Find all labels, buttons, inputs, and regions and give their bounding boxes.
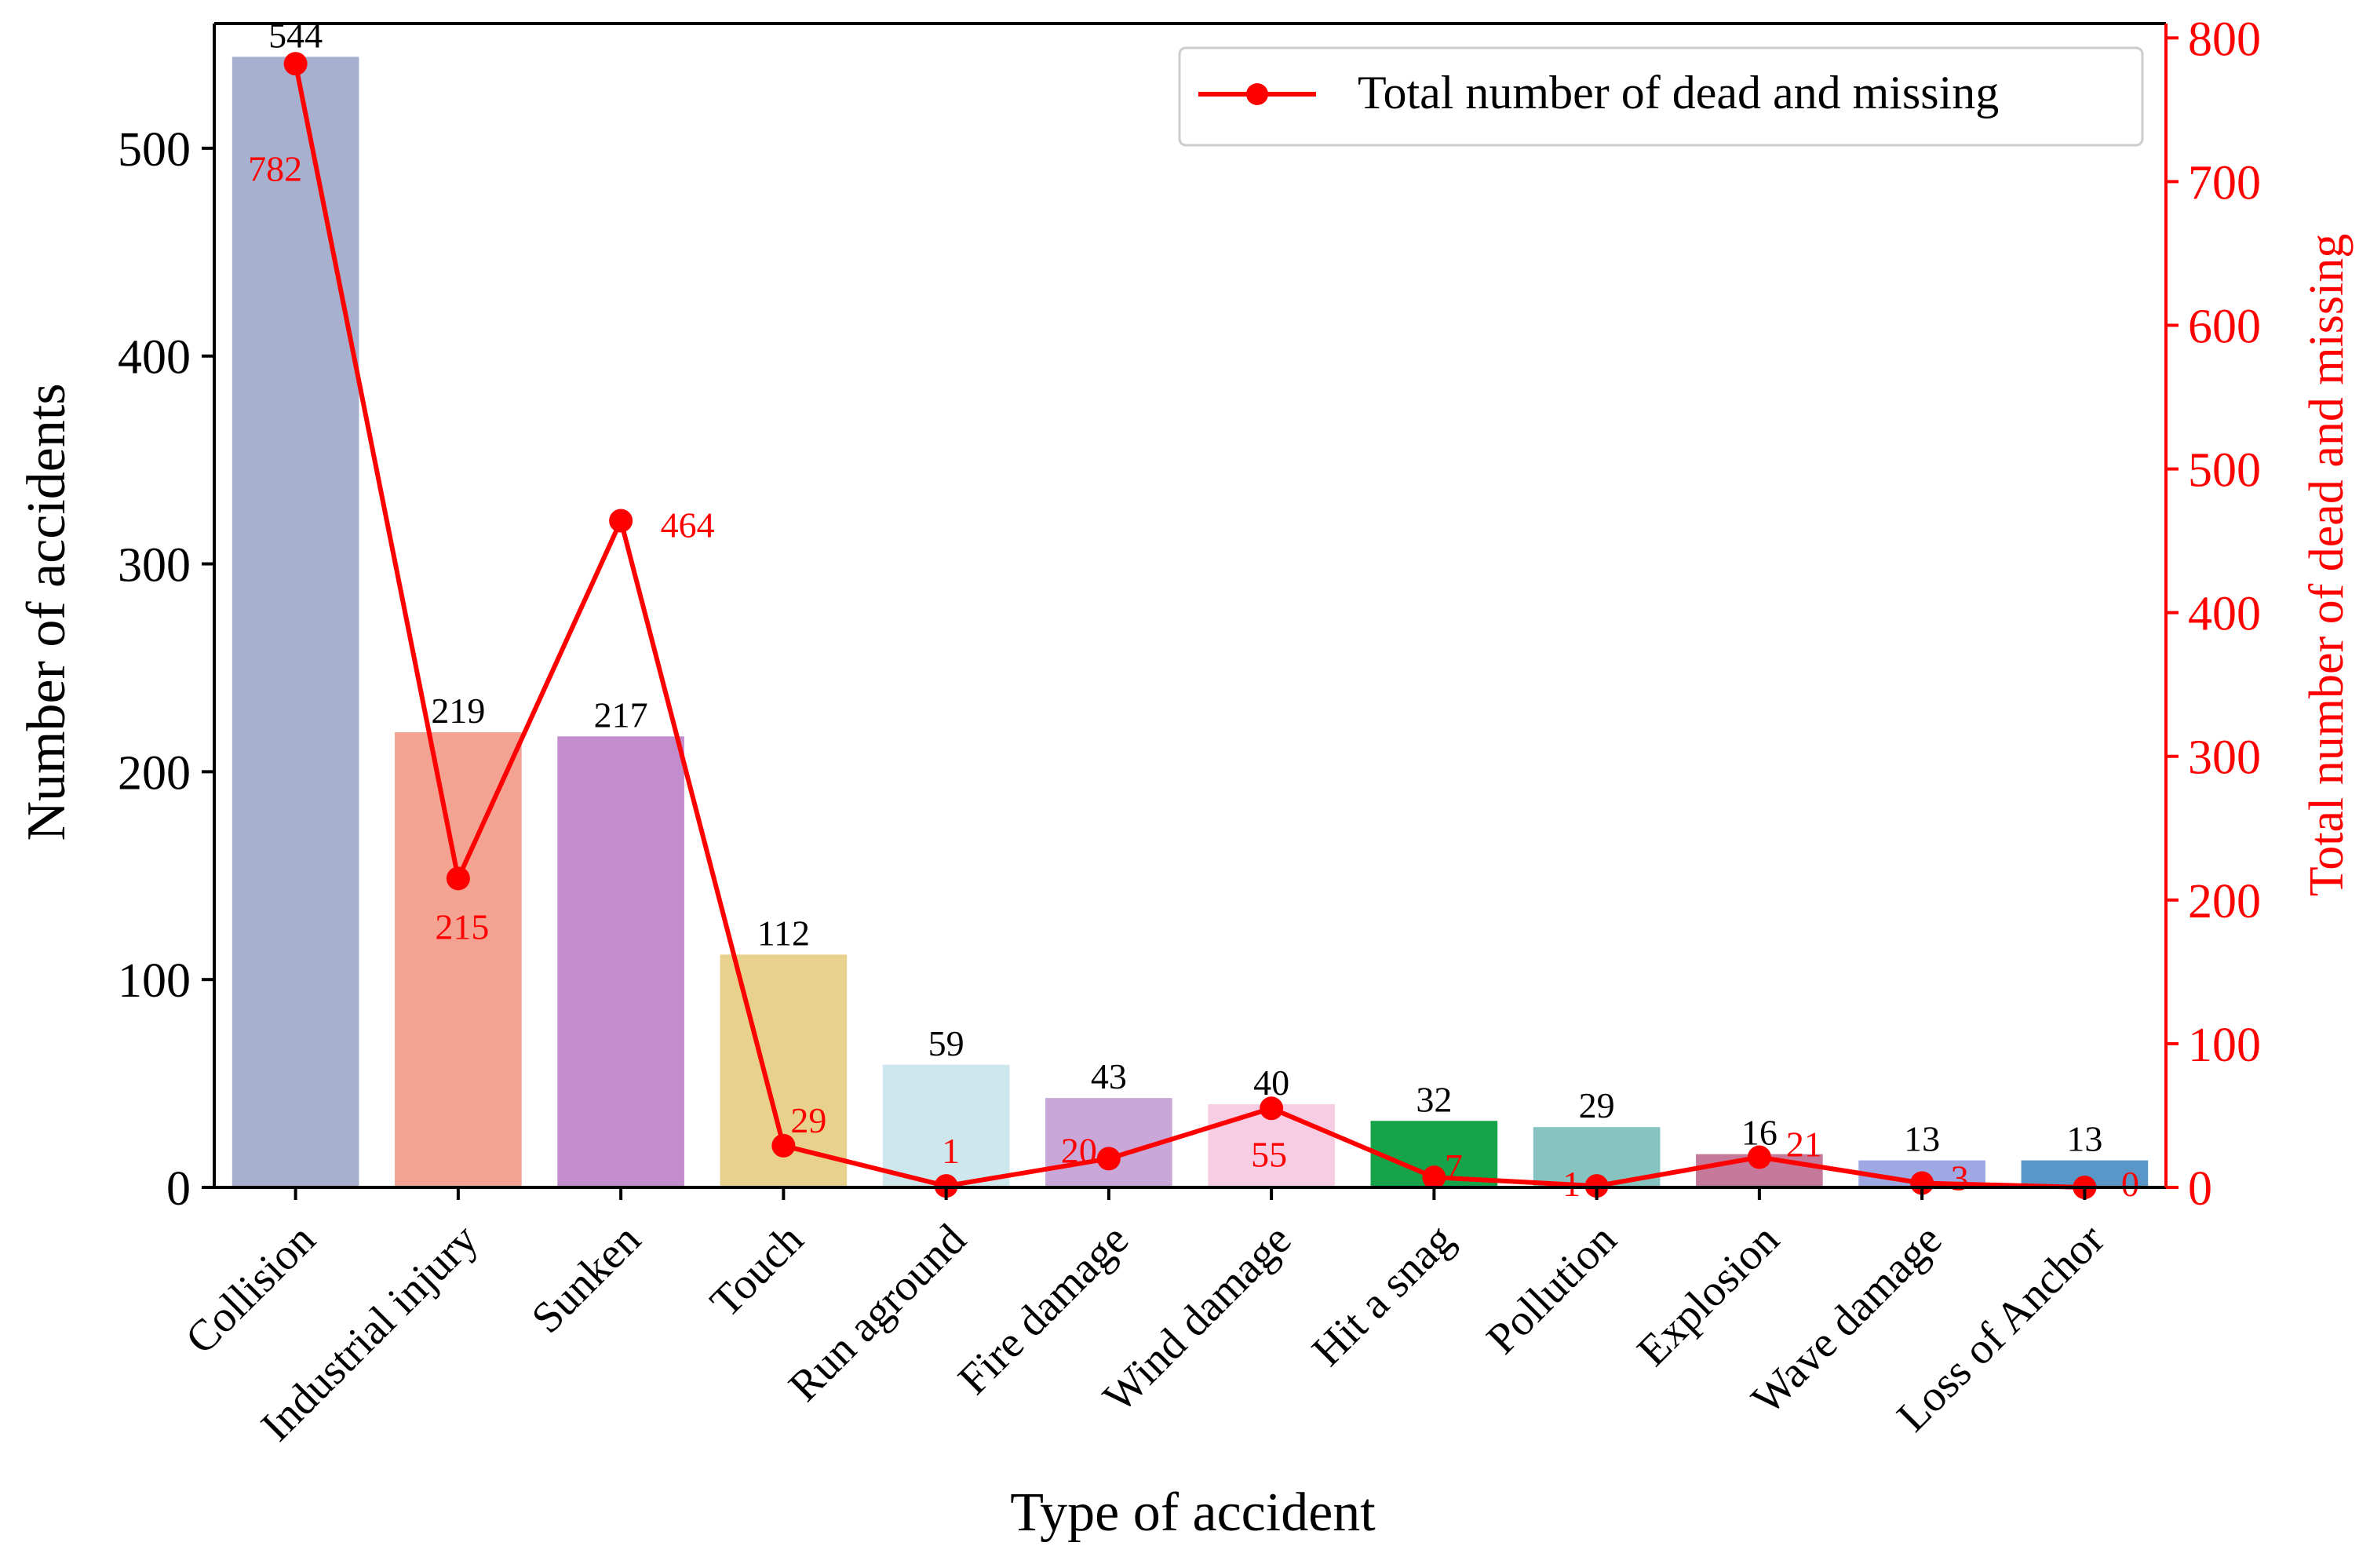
x-tick-label: Pollution [1478, 1215, 1626, 1363]
line-marker [1260, 1096, 1284, 1121]
line-value-label: 21 [1786, 1125, 1822, 1165]
y-tick-label: 400 [118, 331, 191, 385]
line-marker [283, 52, 308, 76]
bar-value-label: 112 [757, 913, 810, 953]
y2-tick-label: 200 [2188, 875, 2261, 928]
bar-value-label: 219 [431, 691, 485, 731]
bar-value-label: 217 [594, 695, 648, 735]
legend-marker [1246, 83, 1268, 105]
bar-value-label: 43 [1091, 1056, 1127, 1096]
y-tick-label: 300 [118, 539, 191, 593]
line-value-label: 7 [1445, 1147, 1463, 1187]
line-marker [1747, 1145, 1771, 1169]
y2-tick-label: 100 [2188, 1019, 2261, 1072]
line-marker [609, 509, 633, 533]
axes: 0100200300400500010020030040050060070080… [118, 13, 2261, 1450]
x-tick-label: Run aground [779, 1215, 975, 1411]
line-series [283, 52, 2097, 1199]
bar [557, 736, 684, 1187]
dead-missing-line [293, 63, 2085, 1190]
line-value-labels: 782 215 464 29 1 20 55 7 1 21 3 0 [248, 148, 2139, 1204]
y-tick-label: 500 [118, 123, 191, 177]
legend-label: Total number of dead and missing [1358, 67, 1999, 119]
line-marker [446, 866, 470, 891]
x-tick-label: Touch [701, 1215, 812, 1326]
y2-tick-label: 400 [2188, 588, 2261, 641]
bar [395, 732, 522, 1187]
line-marker [1096, 1147, 1121, 1171]
y2-axis-title: Total number of dead and missing [2300, 234, 2354, 897]
y-axis-title: Number of accidents [16, 383, 77, 841]
bar-value-label: 59 [928, 1023, 964, 1063]
bar [882, 1064, 1010, 1187]
line-value-label: 1 [1562, 1164, 1581, 1204]
bar-value-label: 32 [1416, 1079, 1452, 1119]
line-value-label: 3 [1951, 1158, 1969, 1198]
bar-value-label: 29 [1579, 1085, 1615, 1125]
line-value-label: 464 [661, 505, 715, 545]
bar-series [232, 57, 2149, 1187]
legend: Total number of dead and missing [1178, 46, 2144, 147]
bar [1045, 1098, 1172, 1187]
y-tick-label: 0 [166, 1162, 191, 1216]
bar-value-label: 13 [2066, 1119, 2102, 1159]
x-tick-label: Hit a snag [1303, 1215, 1463, 1375]
x-tick-label: Collision [177, 1215, 325, 1363]
y-tick-label: 100 [118, 954, 191, 1008]
y2-tick-label: 700 [2188, 156, 2261, 210]
line-value-label: 55 [1251, 1134, 1287, 1174]
legend-box [1178, 46, 2144, 147]
line-marker [1422, 1165, 1446, 1190]
bar [232, 57, 359, 1187]
x-axis-title: Type of accident [1010, 1482, 1376, 1543]
bar-value-label: 544 [268, 15, 323, 55]
line-value-label: 0 [2121, 1164, 2139, 1204]
line-marker [771, 1133, 796, 1158]
y2-tick-label: 800 [2188, 13, 2261, 66]
line-value-label: 1 [942, 1131, 960, 1171]
y2-tick-label: 600 [2188, 300, 2261, 353]
line-value-label: 20 [1061, 1130, 1097, 1170]
line-value-label: 215 [435, 906, 489, 946]
line-value-label: 782 [248, 148, 302, 188]
y2-tick-label: 500 [2188, 444, 2261, 498]
bar-value-label: 13 [1904, 1119, 1940, 1159]
bar-value-label: 40 [1253, 1063, 1289, 1103]
line-marker [1910, 1171, 1934, 1195]
y2-tick-label: 300 [2188, 731, 2261, 785]
x-tick-label: Explosion [1628, 1215, 1788, 1375]
line-value-label: 29 [790, 1100, 826, 1140]
y2-tick-label: 0 [2188, 1162, 2212, 1216]
y-tick-label: 200 [118, 746, 191, 800]
x-tick-label: Sunken [523, 1215, 651, 1343]
